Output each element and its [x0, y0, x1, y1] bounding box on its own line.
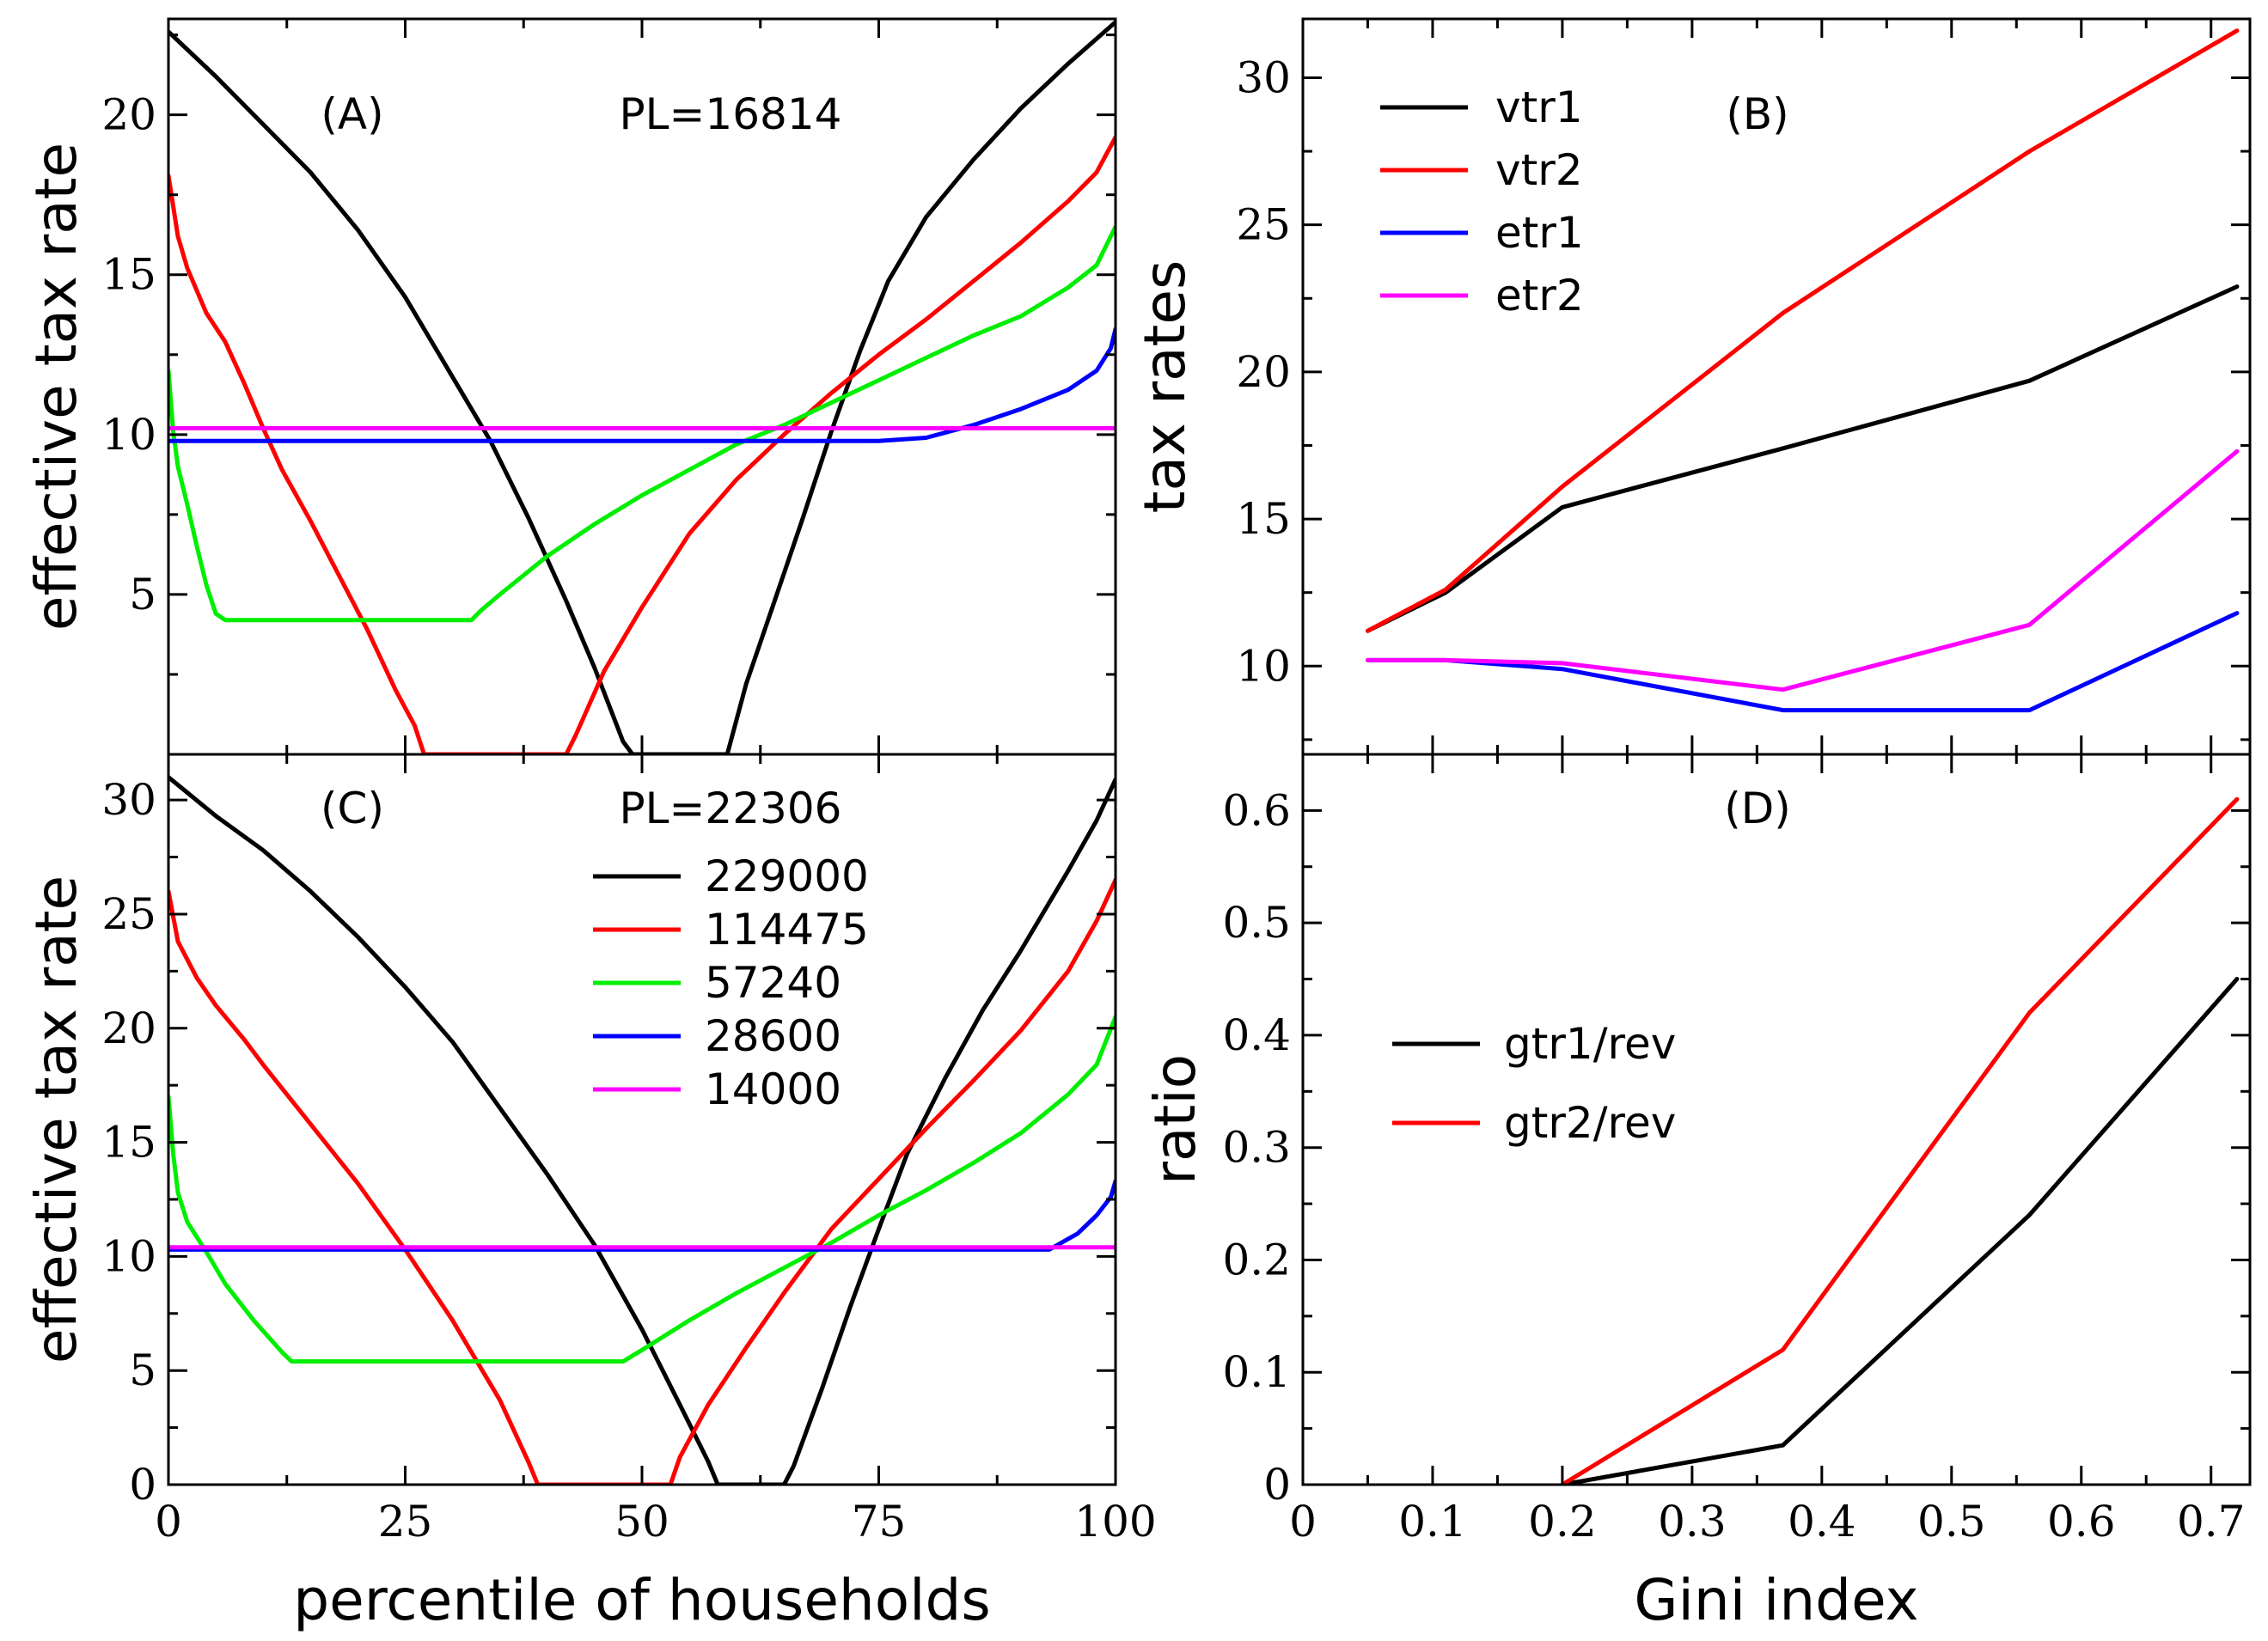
- legend-label: etr1: [1495, 208, 1584, 258]
- y-tick-label: 10: [101, 410, 156, 460]
- y-tick-label: 20: [1236, 347, 1291, 397]
- panel-b-y-axis-label: tax rates: [1132, 260, 1198, 514]
- x-tick-label: 0: [1289, 1497, 1317, 1546]
- y-tick-label: 0.1: [1222, 1347, 1291, 1397]
- panel-a-y-axis-label: effective tax rate: [23, 143, 89, 631]
- x-tick-label: 50: [614, 1497, 669, 1546]
- y-tick-label: 0.2: [1222, 1235, 1291, 1284]
- x-tick-label: 0: [155, 1497, 182, 1546]
- y-tick-label: 0: [1263, 1460, 1291, 1510]
- panel-b-legend: vtr1 vtr2 etr1 etr2: [1380, 82, 1584, 320]
- y-tick-label: 5: [129, 1345, 156, 1395]
- x-tick-label: 100: [1074, 1497, 1156, 1546]
- y-tick-label: 5: [129, 570, 156, 619]
- panel-a-series-57240: [168, 224, 1116, 623]
- panel-a: 5 10 15 20 (A) PL=16814 effective tax rate: [23, 17, 1117, 756]
- y-tick-label: 0: [129, 1460, 156, 1510]
- panel-a-series-114475: [168, 135, 1116, 754]
- x-tick-label: 0.1: [1398, 1497, 1467, 1546]
- y-tick-label: 20: [101, 1004, 156, 1053]
- panel-d-y-axis-label: ratio: [1142, 1054, 1208, 1185]
- legend-label: 57240: [705, 958, 841, 1008]
- panel-c-series-114475: [168, 877, 1116, 1485]
- legend-label: vtr1: [1495, 82, 1583, 132]
- legend-label: gtr1/rev: [1504, 1019, 1676, 1069]
- panel-d: 0 0.1 0.2 0.3 0.4 0.5 0.6 0 0.1 0.2 0.3 0.4 0.5 0.6 0.…: [1142, 753, 2252, 1633]
- panel-a-series-229000: [168, 20, 1116, 754]
- y-tick-label: 15: [1236, 494, 1291, 544]
- x-tick-label: 0.2: [1528, 1497, 1597, 1546]
- panel-b: 10 15 20 25 30 (B) tax rates vtr1 vtr2 etr1 etr…: [1132, 17, 2252, 756]
- panel-a-series-28600: [168, 326, 1116, 443]
- legend-label: etr2: [1495, 271, 1584, 320]
- y-tick-label: 0.6: [1222, 785, 1291, 835]
- y-tick-label: 10: [101, 1231, 156, 1281]
- y-tick-label: 30: [1236, 52, 1291, 102]
- panel-c-y-axis-label: effective tax rate: [23, 875, 89, 1363]
- x-tick-label: 0.6: [2047, 1497, 2116, 1546]
- x-tick-label: 0.7: [2177, 1497, 2246, 1546]
- y-tick-label: 15: [101, 250, 156, 300]
- y-tick-label: 10: [1236, 641, 1291, 691]
- x-tick-label: 75: [852, 1497, 907, 1546]
- x-tick-label: 0.4: [1788, 1497, 1856, 1546]
- y-tick-label: 30: [101, 775, 156, 825]
- y-tick-label: 25: [101, 889, 156, 939]
- panel-c-frame: [167, 753, 1117, 1486]
- panel-c-series-28600: [168, 1179, 1116, 1252]
- panel-d-label: (D): [1724, 784, 1791, 833]
- legend-label: 114475: [705, 905, 869, 955]
- panel-d-series-gtr1-rev: [1560, 977, 2240, 1485]
- y-tick-label: 0.5: [1222, 898, 1291, 948]
- panel-d-x-axis-label: Gini index: [1634, 1567, 1918, 1633]
- y-tick-label: 25: [1236, 200, 1291, 250]
- panel-c: 0 5 10 15 20 25 30 0 25 50 75 100 (C) PL=22306 effe…: [23, 753, 1157, 1633]
- panel-b-series-etr2: [1366, 448, 2240, 692]
- legend-label: vtr2: [1495, 145, 1583, 195]
- panel-b-series-vtr2: [1366, 28, 2240, 633]
- panel-d-series-gtr2-rev: [1560, 796, 2240, 1485]
- x-tick-label: 0.3: [1658, 1497, 1727, 1546]
- panel-c-series-57240: [168, 1015, 1116, 1364]
- panel-c-series-229000: [168, 775, 1116, 1485]
- y-tick-label: 15: [101, 1118, 156, 1168]
- panel-b-series-vtr1: [1366, 284, 2240, 633]
- legend-label: gtr2/rev: [1504, 1098, 1676, 1148]
- y-tick-label: 0.4: [1222, 1010, 1291, 1060]
- panel-c-annotation: PL=22306: [620, 784, 842, 833]
- y-tick-label: 0.3: [1222, 1123, 1291, 1173]
- panel-d-legend: gtr1/rev gtr2/rev: [1392, 1019, 1676, 1148]
- panel-a-label: (A): [321, 89, 383, 139]
- legend-label: 14000: [705, 1065, 841, 1114]
- legend-label: 28600: [705, 1011, 841, 1061]
- x-tick-label: 25: [378, 1497, 433, 1546]
- panel-c-label: (C): [321, 784, 384, 833]
- panel-a-annotation: PL=16814: [620, 89, 842, 139]
- x-tick-label: 0.5: [1917, 1497, 1986, 1546]
- panel-b-label: (B): [1726, 89, 1788, 139]
- legend-label: 229000: [705, 851, 869, 901]
- panel-d-frame: [1301, 753, 2252, 1486]
- y-tick-label: 20: [101, 90, 156, 140]
- panel-c-x-axis-label: percentile of households: [293, 1567, 991, 1633]
